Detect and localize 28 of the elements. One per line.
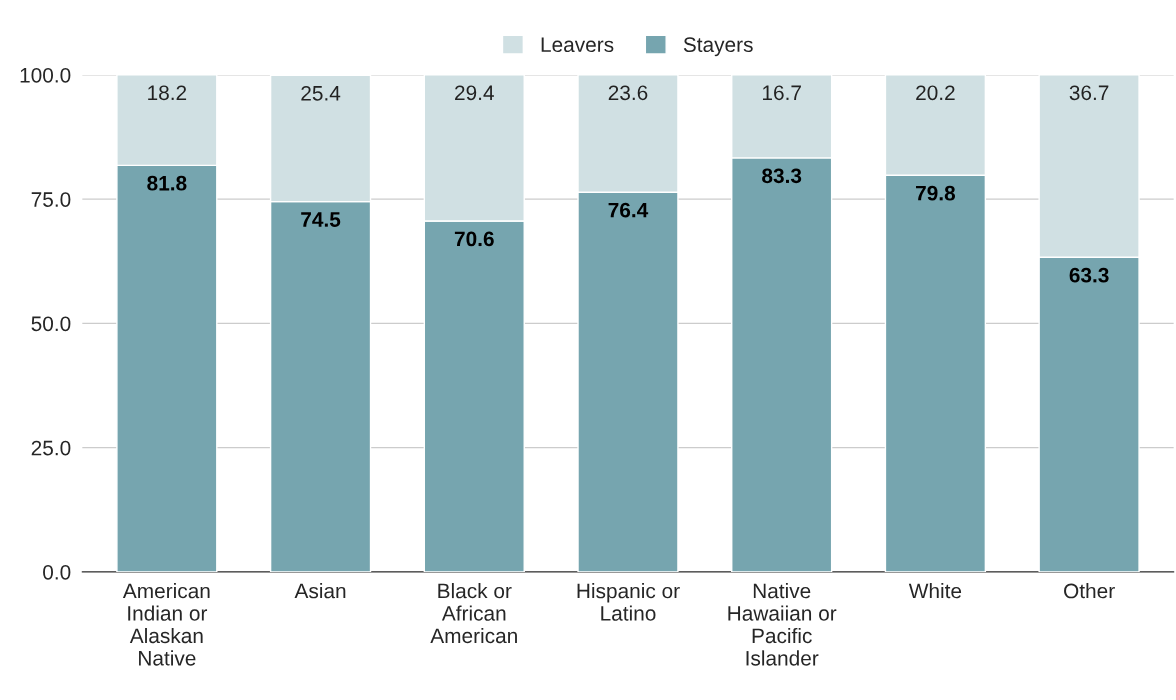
y-tick-label: 100.0 xyxy=(20,67,71,83)
data-label: 74.5 xyxy=(301,212,341,227)
data-label: 79.8 xyxy=(916,185,956,201)
legend-label: Stayers xyxy=(683,37,753,57)
x-tick-label: Black or African American xyxy=(430,583,517,644)
legend-label: Leavers xyxy=(541,37,614,53)
x-tick-label: Native Hawaiian or Pacific Islander xyxy=(728,583,837,666)
data-label: 76.4 xyxy=(608,202,649,218)
data-label: 25.4 xyxy=(301,85,341,101)
x-tick-label: Asian xyxy=(294,583,346,599)
data-label: 70.6 xyxy=(454,231,494,247)
data-label: 18.2 xyxy=(148,85,187,101)
data-label: 81.8 xyxy=(147,175,187,191)
data-label: 63.3 xyxy=(1069,267,1109,283)
y-tick-label: 75.0 xyxy=(31,192,71,207)
x-tick-label: Hispanic or Latino xyxy=(577,583,680,621)
data-label: 83.3 xyxy=(762,168,802,184)
x-tick-label: American Indian or Alaskan Native xyxy=(122,583,210,666)
x-tick-label: Other xyxy=(1064,583,1115,599)
data-label: 16.7 xyxy=(763,85,801,101)
data-label: 23.6 xyxy=(608,85,648,101)
data-label: 29.4 xyxy=(455,85,494,101)
y-tick-label: 25.0 xyxy=(31,440,71,456)
data-label: 36.7 xyxy=(1069,85,1109,101)
y-tick-label: 0.0 xyxy=(43,564,71,580)
x-tick-label: White xyxy=(908,583,962,599)
y-tick-label: 50.0 xyxy=(31,316,71,332)
data-label: 20.2 xyxy=(916,85,955,101)
